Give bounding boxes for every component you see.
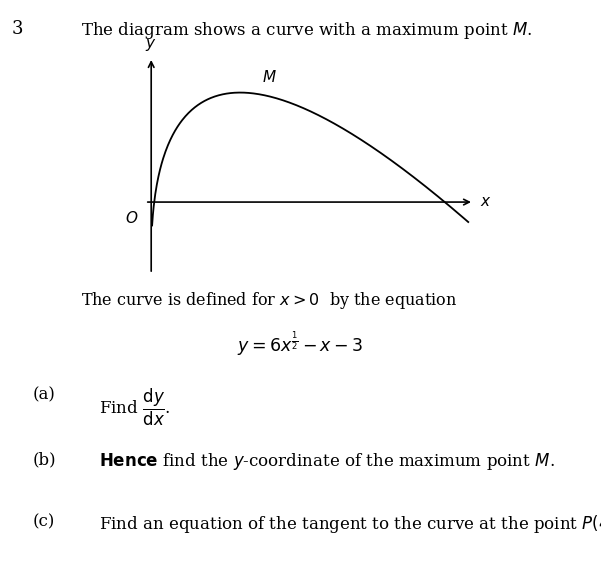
Text: (b): (b): [33, 451, 56, 468]
Text: (a): (a): [33, 386, 56, 403]
Text: $\mathbf{Hence}$ find the $y$-coordinate of the maximum point $M$.: $\mathbf{Hence}$ find the $y$-coordinate…: [99, 451, 555, 472]
Text: The diagram shows a curve with a maximum point $M$.: The diagram shows a curve with a maximum…: [81, 20, 532, 41]
Text: $M$: $M$: [262, 69, 277, 85]
Text: $y = 6x^{\frac{1}{2}} - x - 3$: $y = 6x^{\frac{1}{2}} - x - 3$: [237, 330, 364, 358]
Text: 3: 3: [12, 20, 23, 38]
Text: $O$: $O$: [125, 210, 139, 226]
Text: The curve is defined for $x > 0$  by the equation: The curve is defined for $x > 0$ by the …: [81, 290, 457, 311]
Text: (c): (c): [33, 513, 55, 530]
Text: $y$: $y$: [145, 37, 157, 53]
Text: $x$: $x$: [480, 195, 492, 209]
Text: Find an equation of the tangent to the curve at the point $P(4, 5)$.: Find an equation of the tangent to the c…: [99, 513, 601, 535]
Text: Find $\dfrac{\mathrm{d}y}{\mathrm{d}x}$.: Find $\dfrac{\mathrm{d}y}{\mathrm{d}x}$.: [99, 386, 171, 428]
